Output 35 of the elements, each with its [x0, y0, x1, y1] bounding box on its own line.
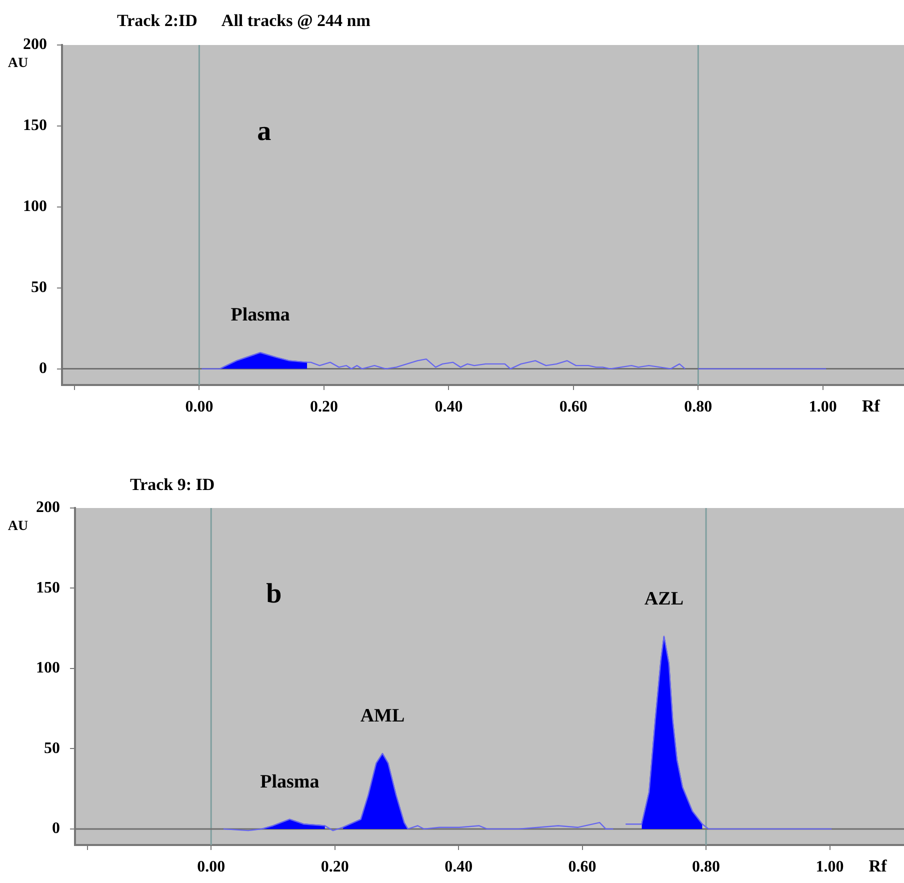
x-tick-label: 1.00 — [816, 858, 844, 876]
annotation: Plasma — [230, 304, 290, 326]
x-tick-label: 0.20 — [320, 858, 349, 876]
x-tick-label: 0.40 — [444, 858, 473, 876]
annotation: b — [266, 578, 282, 610]
annotation: AZL — [644, 588, 684, 610]
chart-title: Track 2:ID — [117, 11, 198, 30]
y-tick-label: 100 — [36, 660, 60, 677]
annotation: Plasma — [260, 771, 320, 792]
y-tick-label: 200 — [36, 499, 60, 516]
y-tick-label: 0 — [39, 360, 47, 377]
x-tick-label: 0.60 — [568, 858, 596, 876]
x-tick-label: 0.40 — [434, 398, 463, 416]
x-tick-label: 0.80 — [684, 398, 712, 416]
y-tick-label: 100 — [23, 198, 47, 216]
annotation: AML — [360, 706, 405, 727]
y-axis-title: AU — [8, 56, 28, 71]
chart-subtitle: All tracks @ 244 nm — [221, 11, 370, 30]
y-tick-label: 150 — [23, 117, 47, 134]
x-tick-label: 0.00 — [185, 398, 214, 416]
y-tick-label: 50 — [44, 740, 60, 757]
x-tick-label: 1.00 — [808, 398, 837, 416]
y-tick-label: 0 — [52, 820, 60, 838]
y-tick-label: 50 — [31, 279, 47, 296]
x-tick-label: 0.60 — [559, 398, 588, 416]
y-axis-title: AU — [8, 519, 28, 534]
annotation: a — [257, 116, 272, 148]
x-axis-title: Rf — [868, 856, 888, 876]
x-tick-label: 0.00 — [197, 858, 226, 876]
x-tick-label: 0.80 — [692, 858, 720, 876]
y-tick-label: 150 — [36, 579, 60, 596]
x-axis-title: Rf — [862, 396, 880, 416]
y-tick-label: 200 — [23, 36, 47, 54]
chart-title: Track 9: ID — [130, 475, 215, 494]
x-tick-label: 0.20 — [310, 398, 338, 416]
